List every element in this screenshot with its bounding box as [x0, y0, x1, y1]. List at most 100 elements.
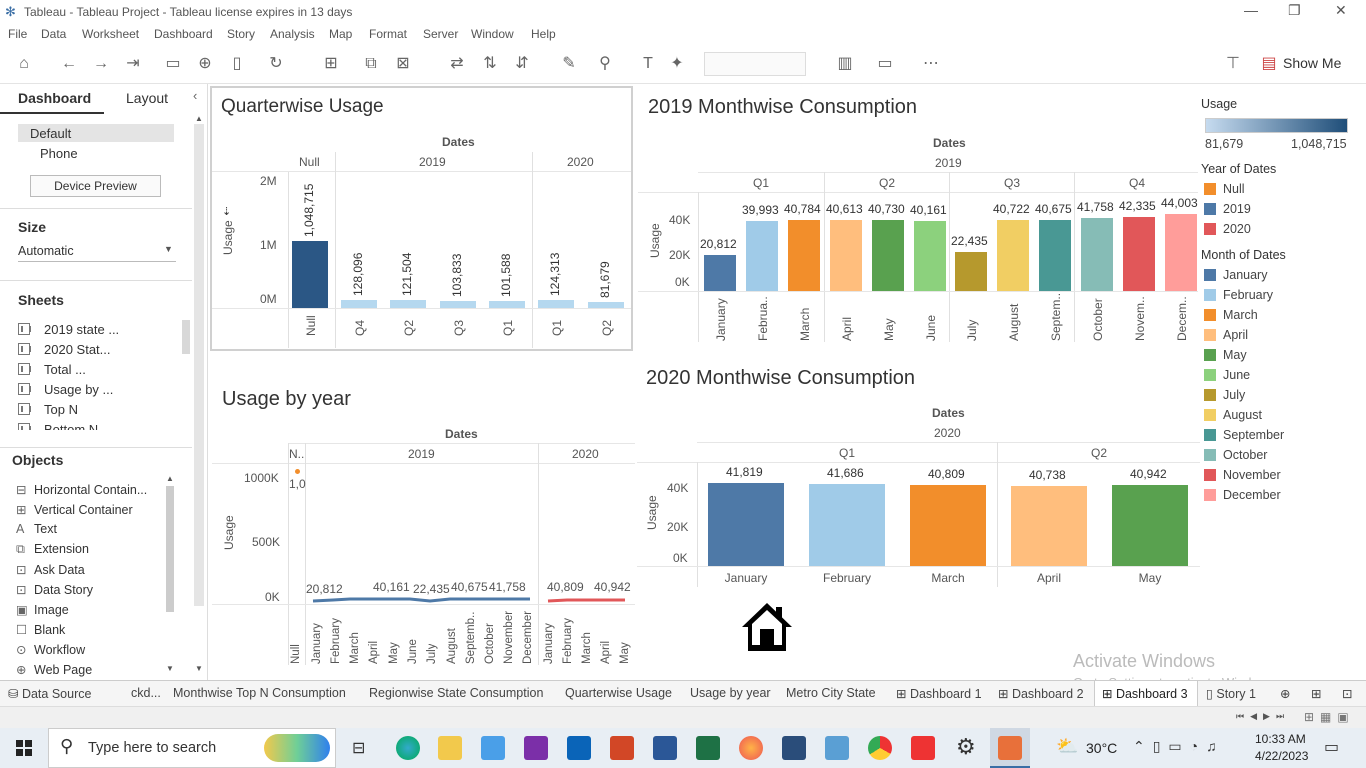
- scroll-down-icon[interactable]: ▼: [166, 664, 174, 673]
- object-text[interactable]: A Text: [16, 522, 57, 536]
- new-story-tab-icon[interactable]: ⊡: [1342, 687, 1353, 701]
- m2020-bar[interactable]: [1112, 485, 1188, 566]
- object-extension[interactable]: ⧉ Extension: [16, 542, 89, 556]
- m2019-bar[interactable]: [830, 219, 862, 291]
- show-cards-icon[interactable]: ▥: [837, 55, 853, 72]
- powerpoint-icon[interactable]: [610, 736, 634, 760]
- store-icon[interactable]: [481, 736, 505, 760]
- undo-icon[interactable]: ←: [61, 55, 77, 72]
- group-icon[interactable]: ⚲: [599, 55, 611, 72]
- tab-story[interactable]: ▯ Story 1: [1206, 687, 1256, 701]
- collapse-pane-icon[interactable]: ‹: [193, 88, 198, 103]
- home-icon[interactable]: ⌂: [19, 55, 29, 72]
- q-bar[interactable]: [292, 240, 328, 308]
- weather-icon[interactable]: ⛅: [1056, 736, 1079, 756]
- menu-data[interactable]: Data: [41, 27, 67, 41]
- legend-year-item[interactable]: 2019: [1204, 202, 1251, 216]
- legend-month-item[interactable]: May: [1204, 348, 1247, 362]
- q-bar[interactable]: [489, 301, 525, 308]
- object-image[interactable]: ▣ Image: [16, 603, 69, 617]
- tab-data-source[interactable]: ⛁ Data Source: [8, 687, 92, 701]
- scroll-up-icon[interactable]: ▲: [166, 474, 174, 483]
- label-icon[interactable]: T: [643, 55, 653, 72]
- replay-icon[interactable]: ⇥: [126, 55, 140, 72]
- legend-month-item[interactable]: March: [1204, 308, 1258, 322]
- outlook-icon[interactable]: [567, 736, 591, 760]
- sheet-item[interactable]: Total ...: [18, 362, 86, 377]
- firefox-icon[interactable]: [739, 736, 763, 760]
- clear-sheet-icon[interactable]: ⊠: [396, 55, 410, 72]
- word-icon[interactable]: [653, 736, 677, 760]
- menu-window[interactable]: Window: [471, 27, 514, 41]
- ybyear-line-2020[interactable]: [547, 598, 625, 603]
- legend-month-item[interactable]: July: [1204, 388, 1245, 402]
- show-me-icon[interactable]: ▤: [1261, 55, 1277, 72]
- weather-temp[interactable]: 30°C: [1086, 740, 1118, 756]
- sheets-scrollbar[interactable]: [182, 320, 190, 354]
- menu-format[interactable]: Format: [369, 27, 408, 41]
- system-tray-icons[interactable]: ⌃▯▭◔♫: [1133, 738, 1225, 754]
- refresh-icon[interactable]: ↻: [269, 55, 283, 72]
- m2019-bar[interactable]: [914, 220, 946, 291]
- legend-month-item[interactable]: June: [1204, 368, 1250, 382]
- view-toggle-icons[interactable]: ⊞▦▣: [1304, 710, 1355, 724]
- save-icon[interactable]: ▭: [165, 55, 181, 72]
- settings-icon[interactable]: ⚙: [956, 734, 976, 759]
- tab-sheet[interactable]: Metro City State: [786, 686, 876, 700]
- m2019-bar[interactable]: [788, 219, 820, 291]
- m2019-bar[interactable]: [1081, 217, 1113, 291]
- edge-icon[interactable]: [396, 736, 420, 760]
- app-icon[interactable]: [782, 736, 806, 760]
- legend-year-item[interactable]: Null: [1204, 182, 1245, 196]
- ybyear-null-point[interactable]: [295, 469, 300, 474]
- swap-icon[interactable]: ⇄: [450, 55, 464, 72]
- usage-color-ramp[interactable]: [1205, 118, 1348, 133]
- object-web-page[interactable]: ⊕ Web Page: [16, 663, 93, 677]
- sort-descending-icon[interactable]: ⇵: [515, 55, 529, 72]
- file-explorer-icon[interactable]: [438, 736, 462, 760]
- sort-icon[interactable]: ⇣: [222, 206, 232, 218]
- chrome-icon[interactable]: [868, 736, 892, 760]
- menu-file[interactable]: File: [8, 27, 28, 41]
- device-preview-button[interactable]: Device Preview: [30, 175, 161, 197]
- q-bar[interactable]: [390, 300, 426, 308]
- new-worksheet-icon[interactable]: ⊞: [324, 55, 338, 72]
- minimize-button[interactable]: —: [1244, 2, 1258, 18]
- tab-sheet[interactable]: Regionwise State Consumption: [369, 686, 544, 700]
- sheet-item[interactable]: Bottom N: [18, 422, 98, 430]
- tab-sheet[interactable]: Usage by year: [690, 686, 771, 700]
- tab-scroll-controls[interactable]: ⏮◀▶⏭: [1236, 711, 1291, 721]
- q-bar[interactable]: [440, 301, 476, 308]
- tab-sheet[interactable]: ckd...: [131, 686, 161, 700]
- anydesk-icon[interactable]: [911, 736, 935, 760]
- restore-button[interactable]: ❐: [1288, 2, 1301, 18]
- tab-dashboard[interactable]: ⊞ Dashboard 1: [896, 687, 982, 701]
- tab-sheet[interactable]: Monthwise Top N Consumption: [173, 686, 346, 700]
- scroll-up-icon[interactable]: ▲: [195, 114, 203, 123]
- m2020-bar[interactable]: [809, 483, 885, 566]
- home-image-icon[interactable]: [740, 601, 794, 653]
- pause-updates-icon[interactable]: ▯: [232, 55, 242, 72]
- ybyear-line-2019[interactable]: [312, 597, 530, 603]
- presentation-mode-icon[interactable]: ▭: [877, 55, 893, 72]
- m2019-bar[interactable]: [1123, 216, 1155, 291]
- menu-story[interactable]: Story: [227, 27, 256, 41]
- new-worksheet-tab-icon[interactable]: ⊕: [1280, 687, 1291, 701]
- menu-server[interactable]: Server: [423, 27, 459, 41]
- menu-analysis[interactable]: Analysis: [270, 27, 315, 41]
- m2020-bar[interactable]: [1011, 485, 1087, 566]
- legend-month-item[interactable]: September: [1204, 428, 1284, 442]
- m2019-bar[interactable]: [872, 219, 904, 291]
- close-button[interactable]: ✕: [1335, 2, 1347, 18]
- legend-year-item[interactable]: 2020: [1204, 222, 1251, 236]
- object-horizontal-container[interactable]: ⊟ Horizontal Contain...: [16, 483, 148, 497]
- menu-dashboard[interactable]: Dashboard: [154, 27, 213, 41]
- menu-help[interactable]: Help: [531, 27, 556, 41]
- objects-scrollbar[interactable]: [166, 486, 174, 612]
- pane-scrollbar-track[interactable]: [194, 124, 204, 606]
- pin-icon[interactable]: ✦: [670, 55, 684, 72]
- new-data-source-icon[interactable]: ⊕: [198, 55, 212, 72]
- sort-ascending-icon[interactable]: ⇅: [483, 55, 497, 72]
- excel-icon[interactable]: [696, 736, 720, 760]
- sheet-item[interactable]: 2019 state ...: [18, 322, 119, 337]
